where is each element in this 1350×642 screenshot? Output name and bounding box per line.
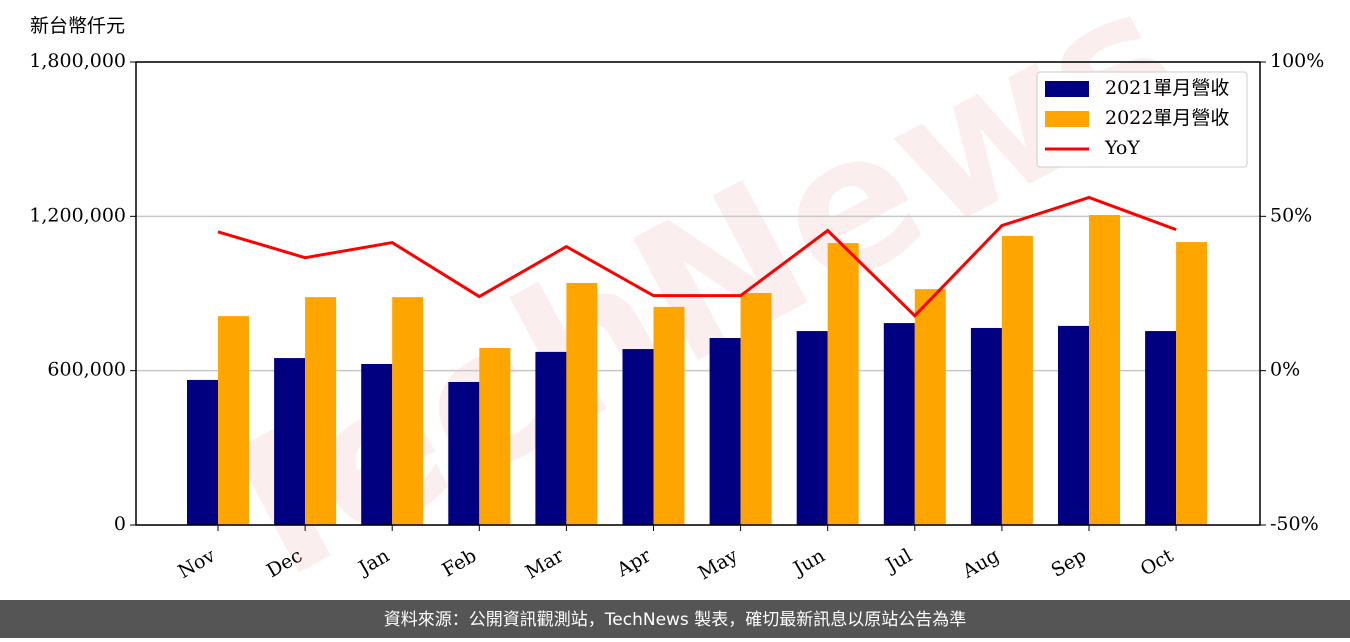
bar [827,243,859,525]
bar [796,331,828,525]
bar [218,316,249,525]
footer-bar [0,600,1350,638]
y2-tick-label: 100% [1270,50,1324,72]
x-tick-label: Jul [881,545,916,578]
bar [970,327,1002,525]
plot-frame [135,61,1261,526]
bar [1058,325,1089,525]
bar [740,292,772,525]
bar [448,381,480,525]
x-tick-label: Jun [788,545,829,581]
bar [622,349,654,525]
y-tick-label: 1,800,000 [29,50,126,72]
x-tick-label: Sep [1047,545,1090,582]
bar [274,358,306,525]
x-tick-label: Aug [958,545,1003,584]
bar [1145,331,1177,525]
legend-swatch [1045,81,1089,97]
bar [914,289,946,525]
bar [709,337,741,525]
y-tick-label: 1,200,000 [29,204,126,226]
line [217,195,1177,318]
bar [535,351,567,525]
bar [187,379,218,525]
legend-box [1036,71,1248,168]
y2-tick-label: -50% [1270,513,1319,535]
bar [392,297,424,525]
bar [883,323,915,525]
x-tick-label: Oct [1137,544,1178,580]
bar [305,297,337,525]
y-axis-label: 新台幣仟元 [30,15,125,37]
y2-tick-label: 50% [1270,204,1312,226]
x-tick-label: Apr [612,544,655,581]
legend-swatch [1045,111,1089,127]
bar [653,306,685,525]
legend-label: 2021單月營收 [1105,77,1229,99]
bar [1176,242,1208,526]
x-tick-label: Mar [522,544,568,583]
x-tick-label: Feb [439,545,481,582]
y-tick-label: 0 [114,513,126,535]
bar [1001,235,1033,526]
bar [1089,215,1120,525]
y2-tick-label: 0% [1270,359,1300,381]
x-tick-label: May [695,544,742,584]
bar [479,348,511,525]
bar [566,282,598,525]
footer: 資料來源：公開資訊觀測站，TechNews 製表，確切最新訊息以原站公告為準 [384,610,966,630]
legend-label: 2022單月營收 [1105,107,1229,129]
y-tick-label: 600,000 [47,359,126,381]
bar [361,363,393,525]
x-tick-label: Nov [174,544,219,583]
legend-label: YoY [1104,137,1140,159]
